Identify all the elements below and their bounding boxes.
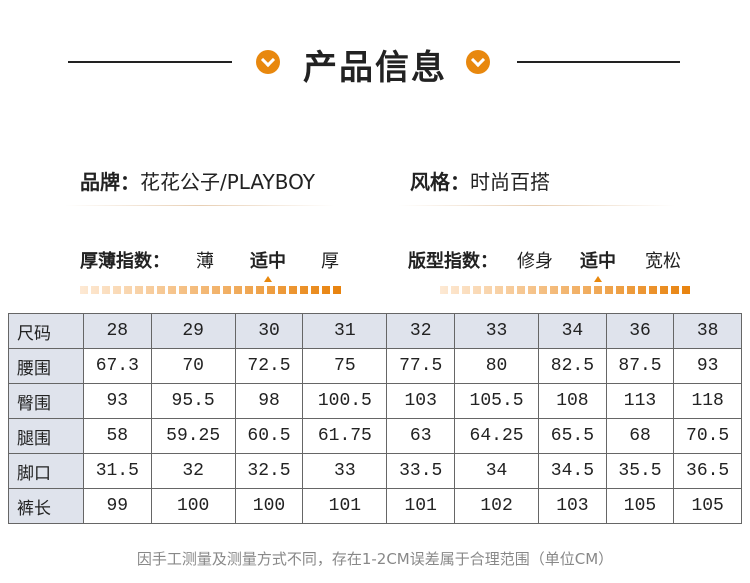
footer-note: 因手工测量及测量方式不同，存在1-2CM误差属于合理范围（单位CM） [136, 550, 614, 568]
table-cell: 100 [150, 488, 236, 524]
table-cell: 95.5 [150, 383, 236, 419]
column-header: 30 [234, 313, 304, 349]
table-cell: 31.5 [83, 453, 152, 489]
table-cell: 113 [605, 383, 675, 419]
separator [65, 205, 335, 206]
table-cell: 100 [234, 488, 304, 524]
table-cell: 70.5 [673, 418, 742, 454]
table-cell: 102 [453, 488, 540, 524]
table-cell: 32.5 [234, 453, 304, 489]
table-cell: 103 [538, 488, 607, 524]
index-label: 版型指数： [408, 251, 498, 272]
title: 产品信息 [303, 48, 447, 88]
attr-value: 时尚百搭 [470, 170, 550, 194]
table-cell: 75 [302, 348, 388, 384]
row-header: 尺码 [8, 313, 84, 349]
table-cell: 67.3 [83, 348, 152, 384]
table-cell: 34.5 [538, 453, 607, 489]
index-option: 适中 [250, 247, 286, 282]
index-option: 薄 [196, 251, 214, 272]
row-header: 臀围 [8, 383, 84, 419]
table-cell: 58 [83, 418, 152, 454]
attr-label: 品牌： [80, 170, 140, 194]
table-cell: 65.5 [538, 418, 607, 454]
table-cell: 93 [83, 383, 152, 419]
table-cell: 35.5 [605, 453, 675, 489]
table-cell: 59.25 [150, 418, 236, 454]
table-cell: 63 [386, 418, 455, 454]
table-cell: 105 [673, 488, 742, 524]
scale-bar [440, 286, 692, 294]
separator [398, 205, 675, 206]
index-option: 宽松 [645, 251, 681, 272]
attr-label: 风格： [410, 170, 470, 194]
index-label: 厚薄指数： [80, 251, 170, 272]
table-cell: 105.5 [453, 383, 540, 419]
column-header: 32 [386, 313, 455, 349]
table-row: 脚口 31.5 32 32.5 33 33.5 34 34.5 35.5 36.5 [8, 453, 742, 489]
row-header: 裤长 [8, 488, 84, 524]
attribute: 风格：时尚百搭 [410, 166, 550, 195]
icon [466, 50, 490, 74]
table-cell: 105 [605, 488, 675, 524]
table-cell: 34 [453, 453, 540, 489]
table-cell: 101 [302, 488, 388, 524]
scale-bar [80, 286, 342, 294]
table-cell: 82.5 [538, 348, 607, 384]
table-cell: 100.5 [302, 383, 388, 419]
attribute: 品牌：花花公子/PLAYBOY [80, 166, 315, 195]
table-row: 臀围 93 95.5 98 100.5 103 105.5 108 113 118 [8, 383, 742, 419]
column-header: 31 [302, 313, 388, 349]
divider [68, 61, 232, 63]
table-cell: 33.5 [386, 453, 455, 489]
table-cell: 101 [386, 488, 455, 524]
table-cell: 70 [150, 348, 236, 384]
table-row: 腰围 67.3 70 72.5 75 77.5 80 82.5 87.5 93 [8, 348, 742, 384]
row-header: 腿围 [8, 418, 84, 454]
row-header: 腰围 [8, 348, 84, 384]
table-row: 裤长 99 100 100 101 101 102 103 105 105 [8, 488, 742, 524]
table-cell: 93 [673, 348, 742, 384]
table-row: 尺码 28 29 30 31 32 33 34 36 38 [8, 313, 742, 349]
index: 版型指数： 修身 适中 宽松 [408, 247, 698, 282]
table-row: 腿围 58 59.25 60.5 61.75 63 64.25 65.5 68 70.5 [8, 418, 742, 454]
table-cell: 87.5 [605, 348, 675, 384]
column-header: 28 [83, 313, 152, 349]
column-header: 38 [673, 313, 742, 349]
table-cell: 77.5 [386, 348, 455, 384]
table-cell: 61.75 [302, 418, 388, 454]
index-option: 厚 [321, 251, 339, 272]
table-cell: 60.5 [234, 418, 304, 454]
attr-value: 花花公子/PLAYBOY [140, 170, 315, 194]
icon [256, 50, 280, 74]
table-cell: 118 [673, 383, 742, 419]
table-cell: 32 [150, 453, 236, 489]
column-header: 34 [538, 313, 607, 349]
size-table: 尺码 28 29 30 31 32 33 34 36 38 腰围 67.3 70 72.5 75 77.5 80… [8, 313, 742, 524]
table-cell: 99 [83, 488, 152, 524]
column-header: 33 [453, 313, 540, 349]
divider [517, 61, 680, 63]
table-cell: 33 [302, 453, 388, 489]
column-header: 29 [150, 313, 236, 349]
table-cell: 72.5 [234, 348, 304, 384]
table-cell: 98 [234, 383, 304, 419]
table-cell: 36.5 [673, 453, 742, 489]
table-cell: 103 [386, 383, 455, 419]
index-option: 适中 [580, 247, 616, 282]
table-cell: 80 [453, 348, 540, 384]
table-cell: 64.25 [453, 418, 540, 454]
row-header: 脚口 [8, 453, 84, 489]
column-header: 36 [605, 313, 675, 349]
index: 厚薄指数： 薄 适中 厚 [80, 247, 350, 282]
index-option: 修身 [517, 251, 553, 272]
table-cell: 108 [538, 383, 607, 419]
table-cell: 68 [605, 418, 675, 454]
